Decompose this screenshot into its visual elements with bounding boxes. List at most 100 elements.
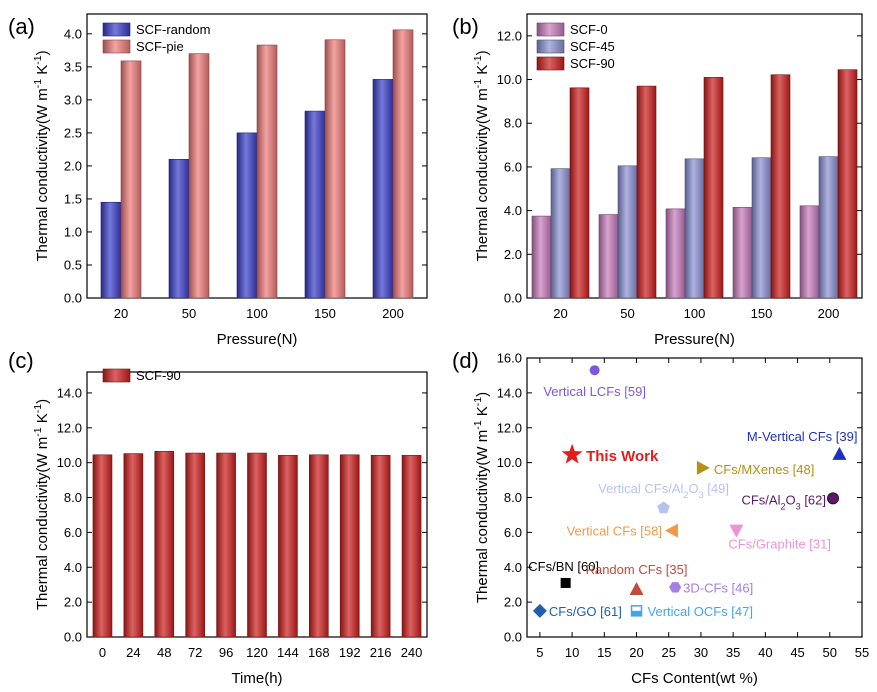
bar: [837, 69, 858, 299]
y-tick-label: 0.0: [64, 291, 82, 306]
data-point-sphere: [827, 492, 840, 505]
y-tick-label: 0.0: [504, 630, 522, 645]
data-point-triangle-left: [664, 523, 678, 538]
panel-label: (a): [8, 14, 35, 39]
x-tick-label: 40: [758, 645, 772, 660]
legend-label: SCF-90: [136, 368, 181, 383]
x-tick-label: 20: [114, 306, 128, 321]
y-tick-label: 6.0: [504, 525, 522, 540]
y-tick-label: 4.0: [64, 560, 82, 575]
bar: [569, 87, 590, 299]
y-tick-label: 2.5: [64, 125, 82, 140]
chart-panel-a: (a) Pressure(N) Thermal conductivity(W m-1…: [8, 13, 428, 348]
y-tick-label: 2.0: [64, 595, 82, 610]
legend-swatch: [536, 22, 565, 37]
data-point-triangle-right: [696, 460, 710, 475]
data-point-square: [560, 577, 571, 588]
bar: [550, 168, 571, 299]
bar: [770, 74, 791, 299]
bar: [92, 454, 113, 638]
legend-swatch: [102, 368, 131, 383]
x-tick-label: 168: [308, 645, 330, 660]
data-point-label: M-Vertical CFs [39]: [747, 429, 858, 444]
x-tick-label: 50: [620, 306, 634, 321]
x-tick-label: 48: [157, 645, 171, 660]
chart-panel-b: (b) Pressure(N) Thermal conductivity(W m-1…: [452, 13, 863, 348]
x-tick-label: 120: [246, 645, 268, 660]
bar: [703, 77, 724, 299]
x-tick-label: 200: [818, 306, 840, 321]
chart-panel-c: (c) Time(h) Thermal conductivity(W m-1 K-1…: [8, 348, 428, 687]
bar: [123, 453, 144, 638]
x-tick-label: 55: [855, 645, 869, 660]
bar: [598, 214, 619, 299]
bar: [188, 53, 210, 299]
data-point-diamond: [532, 603, 547, 618]
y-axis-label: Thermal conductivity(W m-1 K-1): [472, 50, 491, 261]
data-point-triangle-up: [629, 582, 644, 596]
data-point-label: CFs/MXenes [48]: [714, 462, 814, 477]
x-axis-label: Pressure(N): [217, 331, 298, 348]
data-point-label: CFs/BN [60]: [528, 559, 599, 574]
x-tick-label: 200: [382, 306, 404, 321]
y-axis-label: Thermal conductivity(W m-1 K-1): [472, 392, 491, 603]
legend-label: SCF-random: [136, 22, 210, 37]
data-point-triangle-up: [832, 446, 847, 460]
bar: [154, 451, 175, 638]
y-tick-label: 4.0: [504, 203, 522, 218]
data-point-half-fill: [631, 610, 642, 616]
x-tick-label: 24: [126, 645, 140, 660]
bar: [799, 205, 820, 299]
y-tick-label: 2.0: [504, 247, 522, 262]
legend-swatch: [536, 56, 565, 71]
data-point-label: CFs/Al2O3 [62]: [741, 492, 826, 511]
x-tick-label: 50: [182, 306, 196, 321]
y-tick-label: 8.0: [504, 490, 522, 505]
y-tick-label: 0.0: [64, 630, 82, 645]
y-tick-label: 12.0: [57, 420, 82, 435]
panel-label: (c): [8, 348, 34, 373]
bar: [617, 165, 638, 299]
data-point-label: 3D-CFs [46]: [683, 580, 753, 595]
y-tick-label: 2.0: [64, 158, 82, 173]
x-tick-label: 20: [629, 645, 643, 660]
bar: [401, 455, 422, 638]
x-tick-label: 150: [751, 306, 773, 321]
y-tick-label: 3.5: [64, 59, 82, 74]
data-point-pentagon: [657, 501, 670, 514]
x-tick-label: 50: [823, 645, 837, 660]
data-point-circle: [589, 365, 600, 376]
y-tick-label: 10.0: [497, 455, 522, 470]
bar: [372, 79, 394, 299]
y-tick-label: 3.0: [64, 92, 82, 107]
data-point-label: This Work: [586, 448, 659, 465]
y-axis-label: Thermal conductivity(W m-1 K-1): [32, 399, 51, 610]
y-tick-label: 1.5: [64, 191, 82, 206]
y-tick-label: 10.0: [57, 455, 82, 470]
bar: [324, 39, 346, 299]
y-tick-label: 6.0: [64, 525, 82, 540]
y-tick-label: 6.0: [504, 159, 522, 174]
bar: [751, 157, 772, 299]
y-tick-label: 4.0: [64, 26, 82, 41]
x-axis-label: Time(h): [231, 670, 282, 687]
data-point-label: Vertical LCFs [59]: [543, 384, 646, 399]
legend-label: SCF-45: [570, 39, 615, 54]
y-tick-label: 16.0: [497, 351, 522, 366]
bar: [665, 208, 686, 299]
y-tick-label: 8.0: [64, 490, 82, 505]
bar: [278, 455, 298, 638]
x-tick-label: 100: [684, 306, 706, 321]
x-tick-label: 10: [565, 645, 579, 660]
legend-label: SCF-90: [570, 56, 615, 71]
y-tick-label: 10.0: [497, 72, 522, 87]
bar: [370, 455, 391, 638]
x-tick-label: 30: [694, 645, 708, 660]
x-tick-label: 192: [339, 645, 361, 660]
y-tick-label: 4.0: [504, 560, 522, 575]
panel-label: (b): [452, 14, 479, 39]
x-tick-label: 5: [536, 645, 543, 660]
legend-label: SCF-pie: [136, 39, 184, 54]
y-tick-label: 12.0: [497, 28, 522, 43]
